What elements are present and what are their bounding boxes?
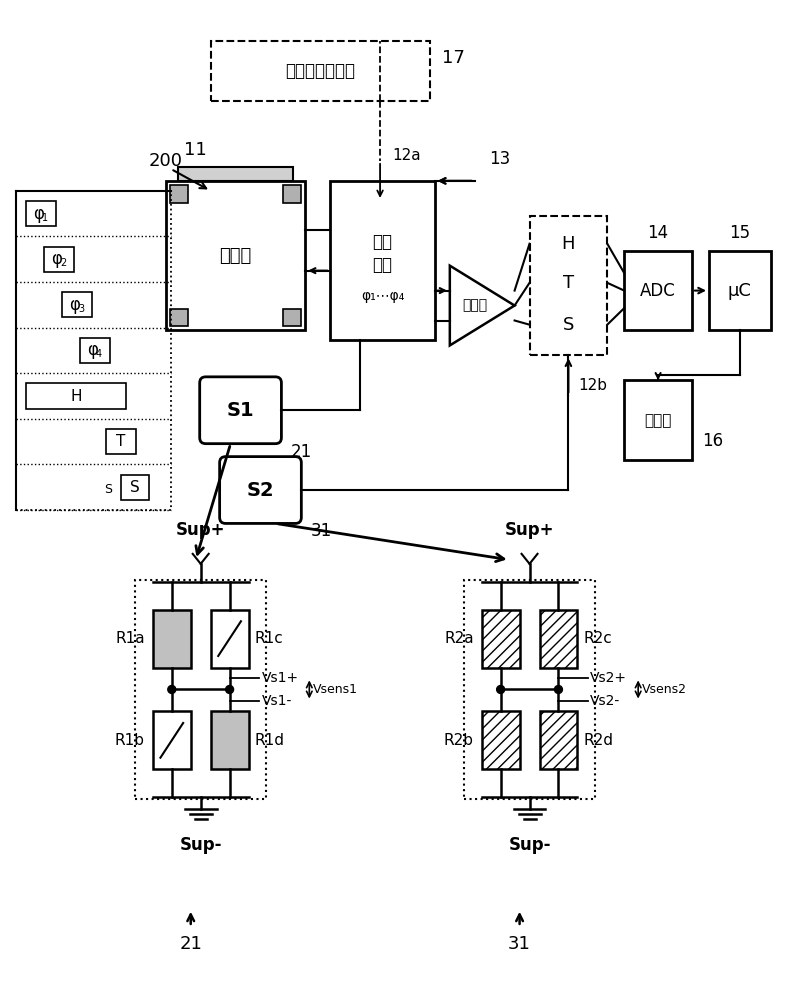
Text: S: S: [130, 480, 139, 495]
Bar: [26, 201, 57, 226]
Text: 4: 4: [96, 349, 102, 359]
Bar: [529, 216, 607, 355]
Text: S: S: [104, 483, 112, 496]
Bar: [464, 580, 595, 799]
Bar: [106, 429, 136, 454]
Bar: [540, 711, 577, 769]
Bar: [481, 711, 520, 769]
Text: 21: 21: [290, 443, 312, 461]
FancyBboxPatch shape: [200, 377, 281, 444]
Text: 2: 2: [60, 258, 66, 268]
Text: S1: S1: [226, 401, 254, 420]
Text: R2c: R2c: [583, 631, 612, 646]
Text: H: H: [562, 235, 575, 253]
Text: 13: 13: [489, 150, 510, 168]
Text: R2d: R2d: [583, 733, 614, 748]
Text: T: T: [563, 274, 574, 292]
Text: φ: φ: [51, 250, 61, 268]
Text: 1: 1: [42, 213, 49, 223]
Text: 储存器: 储存器: [645, 413, 672, 428]
Text: Vs2+: Vs2+: [591, 671, 627, 685]
Text: Sup-: Sup-: [508, 836, 551, 854]
Bar: [166, 181, 305, 330]
Bar: [26, 383, 126, 409]
Bar: [210, 610, 249, 668]
Text: R1d: R1d: [254, 733, 285, 748]
Text: φ: φ: [87, 341, 97, 359]
Text: R1b: R1b: [115, 733, 145, 748]
Text: R1a: R1a: [116, 631, 145, 646]
Bar: [624, 251, 692, 330]
FancyBboxPatch shape: [220, 457, 301, 523]
Text: R2a: R2a: [444, 631, 473, 646]
Text: μC: μC: [728, 282, 752, 300]
Text: Vsens2: Vsens2: [642, 683, 687, 696]
Bar: [624, 380, 692, 460]
Text: S: S: [563, 316, 574, 334]
Bar: [284, 309, 301, 326]
Text: 21: 21: [179, 935, 202, 953]
Bar: [170, 309, 188, 326]
Text: Vs1-: Vs1-: [261, 694, 292, 708]
Text: 切换: 切换: [372, 233, 393, 251]
Text: φ: φ: [69, 296, 80, 314]
Text: 装置: 装置: [372, 256, 393, 274]
Circle shape: [555, 685, 563, 693]
Bar: [284, 185, 301, 203]
Text: 12a: 12a: [392, 148, 421, 163]
Text: H: H: [70, 389, 82, 404]
Bar: [210, 41, 430, 101]
Bar: [153, 711, 190, 769]
Circle shape: [168, 685, 176, 693]
Bar: [709, 251, 771, 330]
Bar: [481, 610, 520, 668]
Text: φ₁⋯φ₄: φ₁⋯φ₄: [361, 289, 404, 303]
Text: 3: 3: [78, 304, 84, 314]
Text: 31: 31: [508, 935, 531, 953]
Bar: [170, 185, 188, 203]
Text: S2: S2: [246, 481, 274, 500]
Text: R2b: R2b: [444, 733, 473, 748]
Text: Vsens1: Vsens1: [313, 683, 359, 696]
Circle shape: [497, 685, 505, 693]
Text: Vs2-: Vs2-: [591, 694, 621, 708]
Text: 17: 17: [442, 49, 465, 67]
Text: 16: 16: [702, 432, 723, 450]
Bar: [210, 711, 249, 769]
Text: 14: 14: [647, 224, 669, 242]
Bar: [16, 191, 171, 510]
Bar: [330, 181, 435, 340]
Bar: [121, 475, 149, 500]
Bar: [135, 580, 266, 799]
Text: 31: 31: [310, 522, 332, 540]
Text: Sup+: Sup+: [176, 521, 226, 539]
Bar: [540, 610, 577, 668]
Text: φ: φ: [33, 205, 44, 223]
Bar: [80, 338, 110, 363]
Text: 200: 200: [149, 152, 183, 170]
Text: 恒定电压生成器: 恒定电压生成器: [285, 62, 355, 80]
Text: R1c: R1c: [254, 631, 283, 646]
Bar: [62, 292, 92, 317]
Text: Vs1+: Vs1+: [261, 671, 299, 685]
Text: 放大器: 放大器: [462, 299, 487, 313]
Text: ADC: ADC: [640, 282, 676, 300]
Text: T: T: [116, 434, 126, 449]
Text: 霎尔板: 霎尔板: [219, 247, 252, 265]
Circle shape: [226, 685, 234, 693]
Text: Sup-: Sup-: [179, 836, 222, 854]
Bar: [45, 247, 74, 272]
Text: Sup+: Sup+: [505, 521, 554, 539]
Text: 15: 15: [729, 224, 750, 242]
Text: 12b: 12b: [579, 378, 607, 393]
Bar: [178, 167, 293, 181]
Text: 11: 11: [184, 141, 206, 159]
Bar: [153, 610, 190, 668]
